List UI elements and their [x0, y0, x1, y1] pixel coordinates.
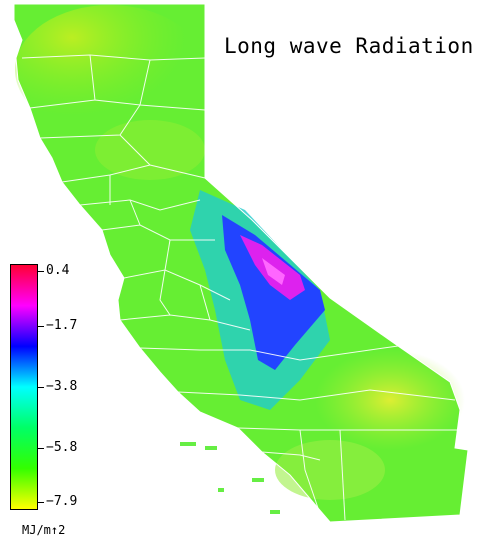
legend-tick: [38, 387, 44, 388]
legend-tick: [38, 271, 44, 272]
legend-tick: [38, 502, 44, 503]
legend-tick-label: −3.8: [46, 379, 78, 394]
legend-tick: [38, 448, 44, 449]
map-title: Long wave Radiation: [224, 34, 474, 58]
legend-tick-label: −5.8: [46, 440, 78, 455]
legend-tick-label: 0.4: [46, 263, 70, 278]
sierra-blue-zone: [222, 215, 325, 370]
legend-tick-label: −1.7: [46, 318, 78, 333]
legend-color-bar: [10, 264, 38, 510]
county-lines: [21, 54, 458, 521]
legend-tick: [38, 326, 44, 327]
legend-unit: MJ/m↑2: [22, 523, 66, 537]
channel-islands: [180, 442, 280, 514]
legend-tick-label: −7.9: [46, 494, 78, 509]
